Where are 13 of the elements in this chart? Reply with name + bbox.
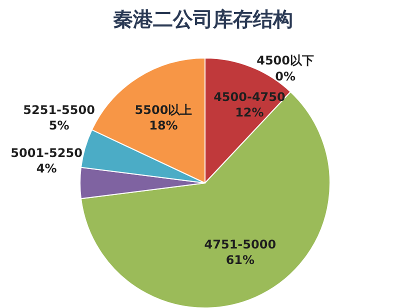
data-label: 18% bbox=[149, 118, 178, 133]
category-label: 4500以下 bbox=[256, 54, 314, 68]
slice-label: 5001-5250 bbox=[10, 146, 82, 160]
data-label: 4% bbox=[36, 162, 57, 176]
slice-label: 5500以上 bbox=[134, 102, 192, 117]
slice-label: 5251-5500 bbox=[23, 102, 95, 117]
text: 0% bbox=[275, 69, 296, 84]
data-label: 12% bbox=[235, 106, 264, 120]
data-label: 5% bbox=[48, 118, 70, 132]
data-label: 61% bbox=[226, 253, 255, 268]
slice-label: 4500-4750 bbox=[214, 90, 286, 104]
slice-label: 4751-5000 bbox=[204, 237, 276, 252]
chart-title: 秦港二公司库存结构 bbox=[112, 6, 294, 33]
